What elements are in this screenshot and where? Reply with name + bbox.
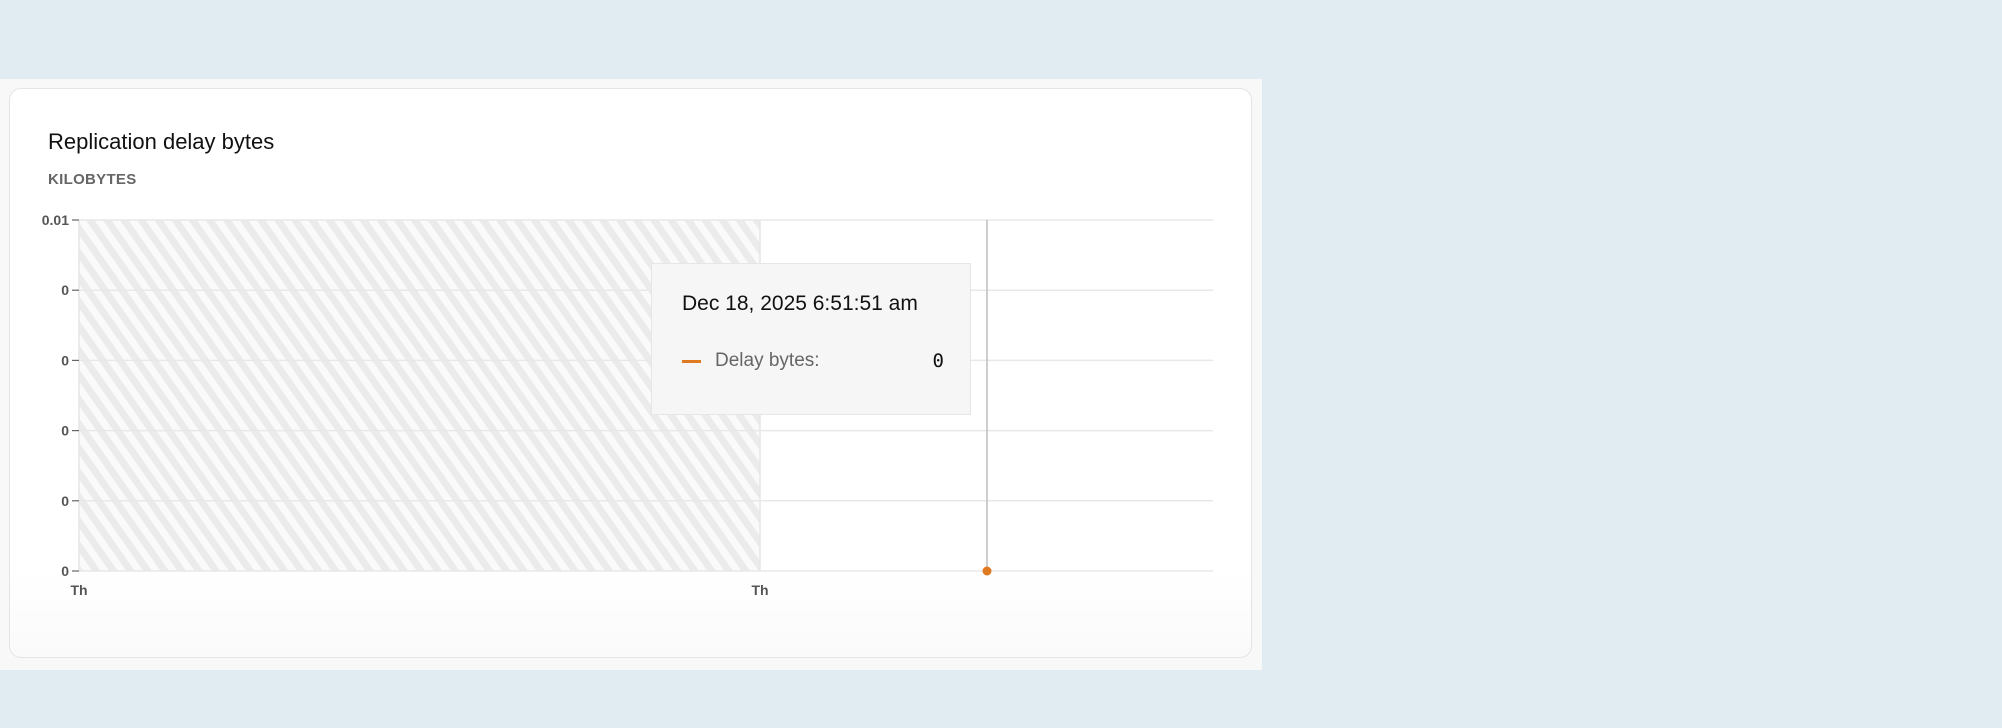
- tooltip-date: Dec 18, 2025 6:51:51 am: [682, 292, 918, 315]
- chart-tooltip: Dec 18, 2025 6:51:51 am Delay bytes: 0: [651, 263, 971, 415]
- y-tick-label: 0: [61, 282, 69, 298]
- series-color-swatch: [682, 359, 701, 363]
- y-tick-label: 0: [61, 493, 69, 509]
- chart-title: Replication delay bytes: [48, 129, 275, 154]
- tooltip-series-label: Delay bytes:: [715, 350, 820, 371]
- tooltip-series-value: 0: [932, 350, 944, 372]
- y-tick-label: 0: [61, 423, 69, 439]
- no-data-region: [79, 220, 760, 571]
- data-point: [982, 566, 992, 576]
- tooltip-row: Delay bytes: 0: [682, 350, 944, 372]
- y-tick-label: 0: [61, 352, 69, 368]
- y-tick-label: 0: [61, 563, 69, 579]
- y-tick-label: 0.01: [42, 212, 69, 228]
- x-tick-label: Th: [751, 582, 768, 598]
- y-axis-unit-label: KILOBYTES: [48, 171, 137, 188]
- x-tick-label: Th: [70, 582, 87, 598]
